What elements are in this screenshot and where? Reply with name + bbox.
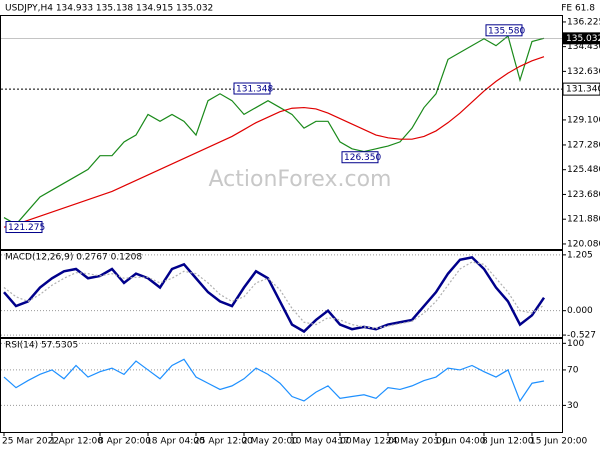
y-tick-label: 0.000 [567,306,593,316]
x-tick-label: 15 Jun 20:00 [530,437,587,447]
macd-title: MACD(12,26,9) 0.2767 0.1208 [5,253,142,263]
y-tick-label: 123.680 [567,190,600,200]
series-line [3,358,545,403]
x-tick-label: 1 Apr 12:00 [50,437,103,447]
rsi-title: RSI(14) 57.5305 [5,341,78,351]
y-tick-label: 121.880 [567,215,600,225]
x-tick-label: 24 May 20:00 [386,437,448,447]
price-box [563,32,600,45]
x-tick-label: 8 Jun 12:00 [482,437,534,447]
annotation-box [233,82,271,95]
y-tick-label: 132.630 [567,67,600,77]
x-tick-label: 10 May 04:00 [290,437,352,447]
y-tick-label: -0.527 [567,331,596,341]
annotation-label: 121.275 [8,223,45,233]
rsi-panel [0,338,563,433]
price-label: 135.032 [566,34,600,44]
level-box [562,82,600,96]
x-tick-label: 17 May 12:00 [338,437,400,447]
y-tick-label: 125.480 [567,165,600,175]
annotation-box [341,151,379,164]
y-tick-label: 134.430 [567,42,600,52]
price-title: USDJPY,H4 134.933 135.138 134.915 135.03… [5,4,213,14]
x-tick-label: 2 May 20:00 [242,437,298,447]
x-tick-label: 25 Mar 2022 [2,437,59,447]
price-panel [0,15,563,250]
annotation-box [485,24,523,37]
y-tick-label: 120.080 [567,239,600,249]
x-tick-label: 25 Apr 12:00 [194,437,253,447]
series-line [3,256,546,334]
y-tick-label: 127.280 [567,140,600,150]
y-tick-label: 30 [567,401,579,411]
annotation-label: 135.580 [488,26,525,36]
corner-label: FE 61.8 [561,4,595,14]
watermark: ActionForex.com [209,167,392,192]
x-tick-label: 1 Jun 04:00 [434,437,486,447]
annotation-label: 131.348 [236,85,273,95]
y-tick-label: 1.205 [567,250,593,260]
macd-panel [0,250,563,338]
y-tick-label: 100 [567,339,584,349]
x-tick-label: 8 Apr 20:00 [98,437,151,447]
annotation-box [5,221,43,234]
series-line [3,56,545,228]
annotation-label: 126.350 [344,153,381,163]
level-label: 131.340 [566,85,600,95]
x-tick-label: 18 Apr 04:00 [146,437,205,447]
y-tick-label: 136.225 [567,17,600,27]
y-tick-label: 129.100 [567,115,600,125]
y-tick-label: 70 [567,365,579,375]
series-line [3,34,545,226]
